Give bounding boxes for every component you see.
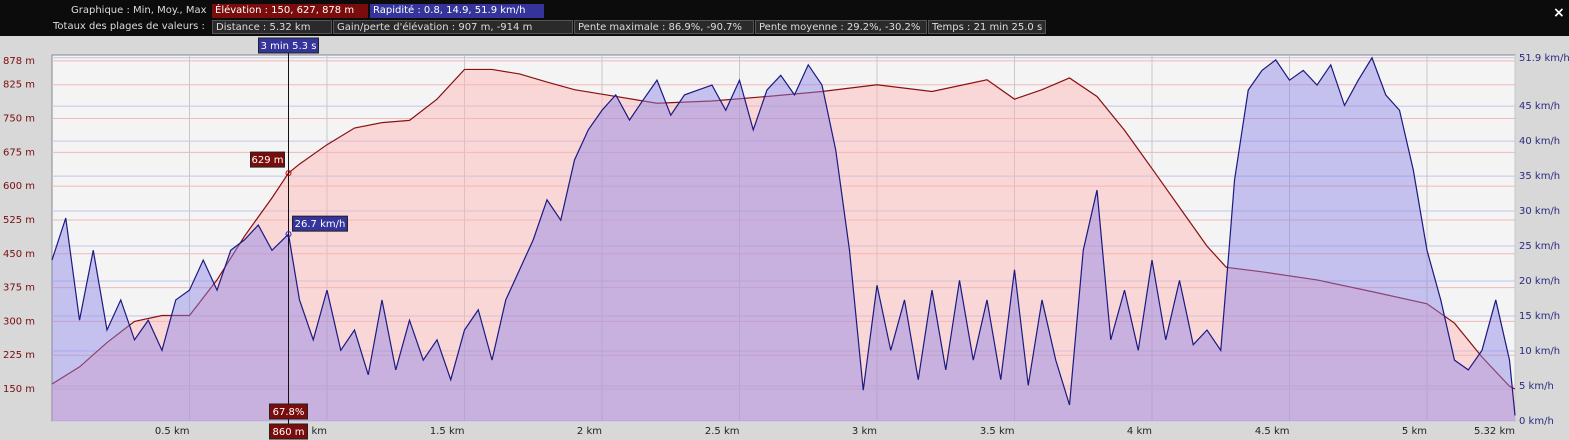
close-button[interactable]: × — [1553, 5, 1565, 21]
y2-tick-label: 20 km/h — [1519, 276, 1560, 287]
y-tick-label: 450 m — [3, 249, 35, 260]
x-tick-label: 1 km — [302, 426, 327, 437]
y-tick-label: 750 m — [3, 114, 35, 125]
y2-tick-label: 0 km/h — [1519, 416, 1554, 427]
area — [52, 69, 1515, 421]
cursor-speed-marker — [285, 231, 292, 238]
y-tick-label: 375 m — [3, 283, 35, 294]
x-tick-label: 2.5 km — [705, 426, 740, 437]
y-tick-label: 675 m — [3, 147, 35, 158]
distance: Distance : 5.32 km — [212, 20, 332, 34]
speed-stats[interactable]: Rapidité : 0.8, 14.9, 51.9 km/h — [370, 4, 544, 18]
area — [52, 57, 1515, 422]
x-tick-label: 3.5 km — [980, 426, 1015, 437]
cursor-time: 3 min 5.3 s — [261, 41, 317, 52]
cursor-elevation-marker — [285, 170, 292, 177]
totals-label: Totaux des plages de valeurs : — [53, 21, 205, 32]
x-tick-label: 2 km — [577, 426, 602, 437]
y2-tick-label: 5 km/h — [1519, 381, 1554, 392]
max-slope: Pente maximale : 86.9%, -90.7% — [574, 20, 754, 34]
graph-label: Graphique : Min, Moy., Max — [71, 5, 207, 16]
y2-tick-label: 15 km/h — [1519, 311, 1560, 322]
y-tick-label: 878 m — [3, 56, 35, 67]
y2-tick-label: 10 km/h — [1519, 346, 1560, 357]
cursor-speed: 26.7 km/h — [295, 219, 346, 230]
y2-tick-label: 35 km/h — [1519, 171, 1560, 182]
y2-tick-label: 40 km/h — [1519, 136, 1560, 147]
x-tick-label: 4 km — [1127, 426, 1152, 437]
y-tick-label: 825 m — [3, 80, 35, 91]
cursor-speed-box — [292, 215, 348, 232]
x-tick-label: 4.5 km — [1255, 426, 1290, 437]
x-tick-label: 3 km — [852, 426, 877, 437]
y-tick-label: 300 m — [3, 316, 35, 327]
cursor-distance-box — [269, 423, 308, 440]
cursor-elevation: 629 m — [251, 155, 283, 166]
x-tick-label: 5 km — [1402, 426, 1427, 437]
x-tick-label: 0.5 km — [155, 426, 190, 437]
y-tick-label: 525 m — [3, 215, 35, 226]
line — [51, 68, 1516, 390]
y-tick-label: 150 m — [3, 384, 35, 395]
time: Temps : 21 min 25.0 s — [928, 20, 1046, 34]
cursor-elevation-box — [250, 151, 285, 168]
chart: 150 m 225 m 300 m 375 m 450 m 525 m 600 m 675 m… — [3, 37, 1569, 440]
avg-slope: Pente moyenne : 29.2%, -30.2% — [755, 20, 927, 34]
cursor-slope-box — [269, 403, 308, 420]
y2-tick-label: 25 km/h — [1519, 241, 1560, 252]
x-tick-label: 1.5 km — [430, 426, 465, 437]
cursor-slope: 67.8% — [273, 407, 305, 418]
y2-tick-label: 30 km/h — [1519, 206, 1560, 217]
x-tick-label: 5.32 km — [1474, 426, 1515, 437]
elevation-stats[interactable]: Élévation : 150, 627, 878 m — [212, 4, 368, 18]
elevation-gain: Gain/perte d'élévation : 907 m, -914 m — [333, 20, 573, 34]
y2-tick-label: 51.9 km/h — [1519, 53, 1569, 64]
y2-tick-label: 45 km/h — [1519, 101, 1560, 112]
cursor-time-box — [258, 37, 319, 54]
y-tick-label: 225 m — [3, 350, 35, 361]
y-tick-label: 600 m — [3, 181, 35, 192]
cursor-distance: 860 m — [272, 427, 304, 438]
plot-background — [51, 54, 1516, 422]
line — [51, 56, 1516, 416]
